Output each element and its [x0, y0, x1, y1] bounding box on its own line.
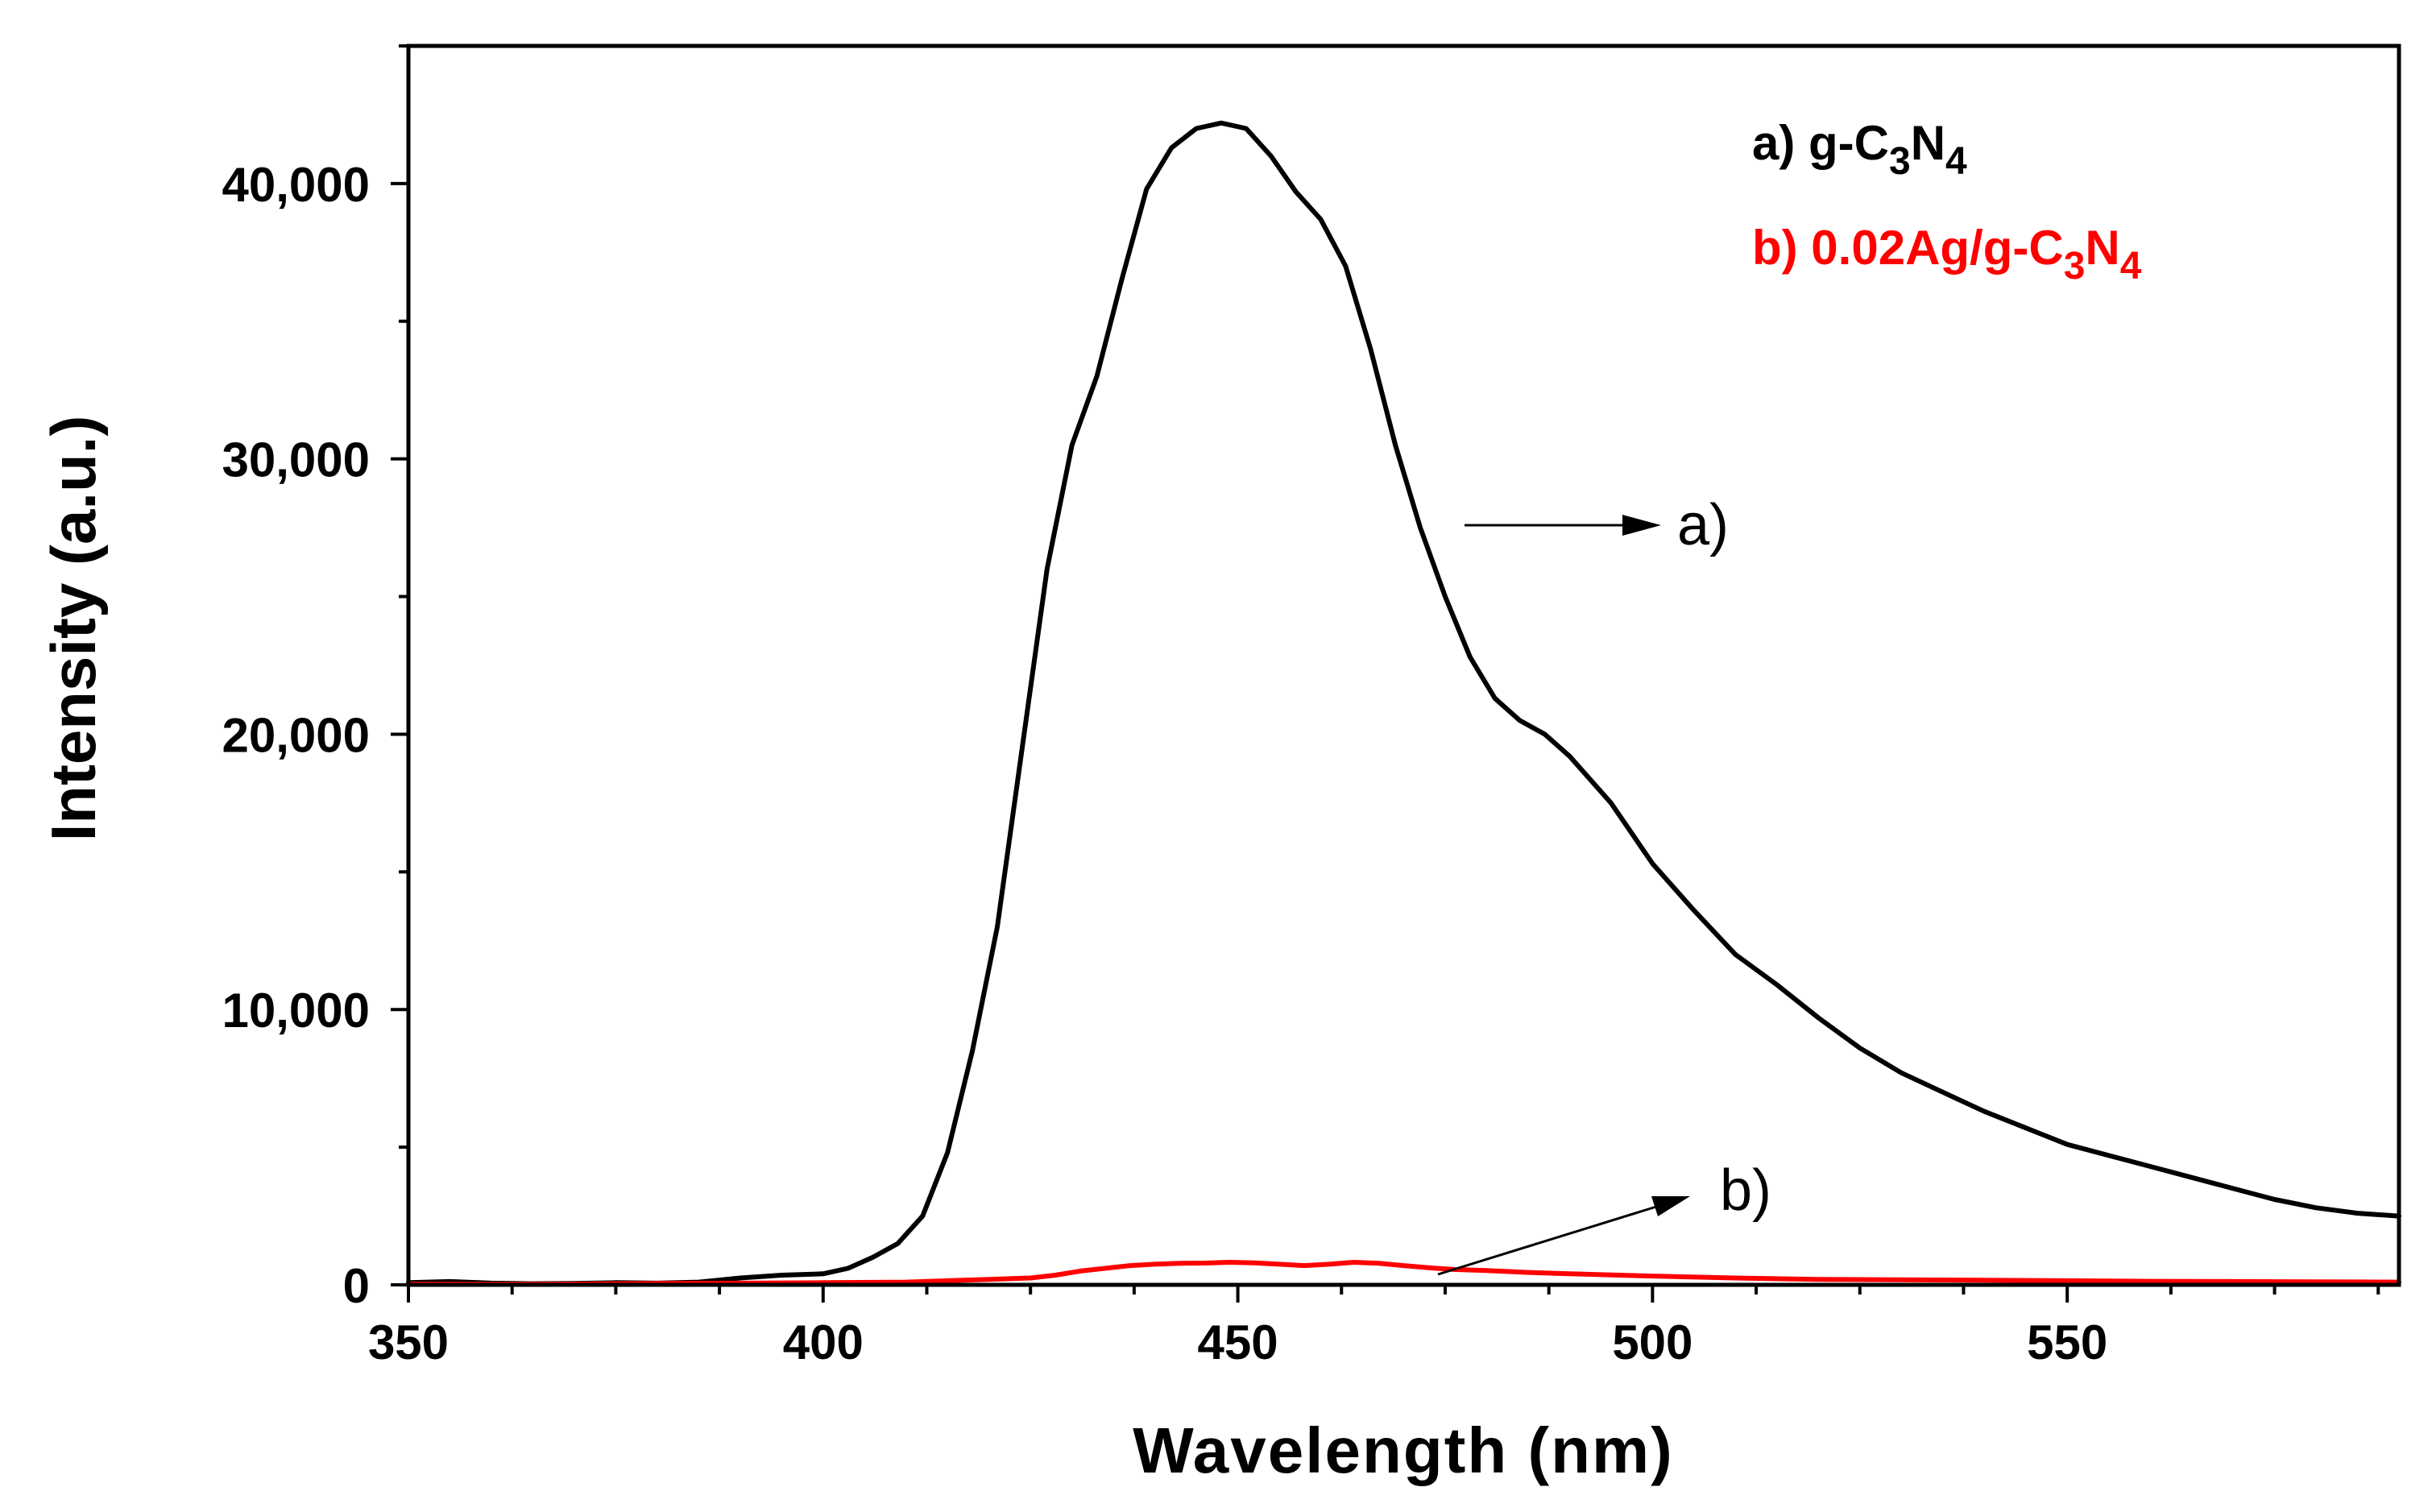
legend-entry-a-sub1: 3	[1889, 140, 1911, 183]
legend-entry-b-mid: N	[2085, 221, 2119, 275]
x-tick-label: 550	[2027, 1315, 2107, 1369]
legend-entry-a: a) g-C3N4	[1752, 116, 1967, 183]
legend-entry-b-sub2: 4	[2120, 245, 2142, 288]
annotation-a-arrowhead	[1622, 515, 1661, 536]
y-tick-label: 30,000	[222, 433, 370, 487]
series-line-ag-g-c3n4	[406, 1260, 2401, 1287]
series-line-g-c3n4	[406, 120, 2401, 1286]
annotation-b-arrow-line	[1437, 1205, 1657, 1276]
x-tick-label: 400	[783, 1315, 864, 1369]
x-tick-label: 450	[1198, 1315, 1278, 1369]
legend-entry-a-mid: N	[1911, 116, 1945, 170]
x-tick-label: 500	[1612, 1315, 1692, 1369]
y-tick-label: 40,000	[222, 158, 370, 212]
legend-entry-a-sub2: 4	[1945, 140, 1967, 183]
legend-entry-b-sub1: 3	[2064, 245, 2086, 288]
legend: a) g-C3N4 b) 0.02Ag/g-C3N4	[1752, 116, 2142, 288]
legend-entry-b: b) 0.02Ag/g-C3N4	[1752, 221, 2142, 288]
y-tick-label: 10,000	[222, 984, 370, 1038]
y-tick-label: 0	[343, 1259, 370, 1313]
x-axis-title: Wavelength (nm)	[1133, 1415, 1673, 1486]
x-tick-label: 350	[368, 1315, 449, 1369]
annotation-b-arrowhead	[1651, 1196, 1690, 1216]
annotation-a-label: a)	[1677, 493, 1729, 557]
y-axis-title: Intensity (a.u.)	[38, 416, 109, 842]
x-tick-labels: 350 400 450 500 550	[368, 1315, 2107, 1369]
annotation-a: a)	[1465, 493, 1729, 557]
y-tick-labels: 0 10,000 20,000 30,000 40,000	[222, 158, 370, 1313]
legend-entry-b-prefix: b) 0.02Ag/g-C	[1752, 221, 2064, 275]
annotation-b: b)	[1437, 1158, 1771, 1276]
annotation-b-label: b)	[1720, 1158, 1771, 1223]
series-layer	[406, 120, 2401, 1287]
legend-entry-a-prefix: a) g-C	[1752, 116, 1889, 170]
y-tick-label: 20,000	[222, 708, 370, 762]
plot-frame	[406, 43, 2401, 1287]
